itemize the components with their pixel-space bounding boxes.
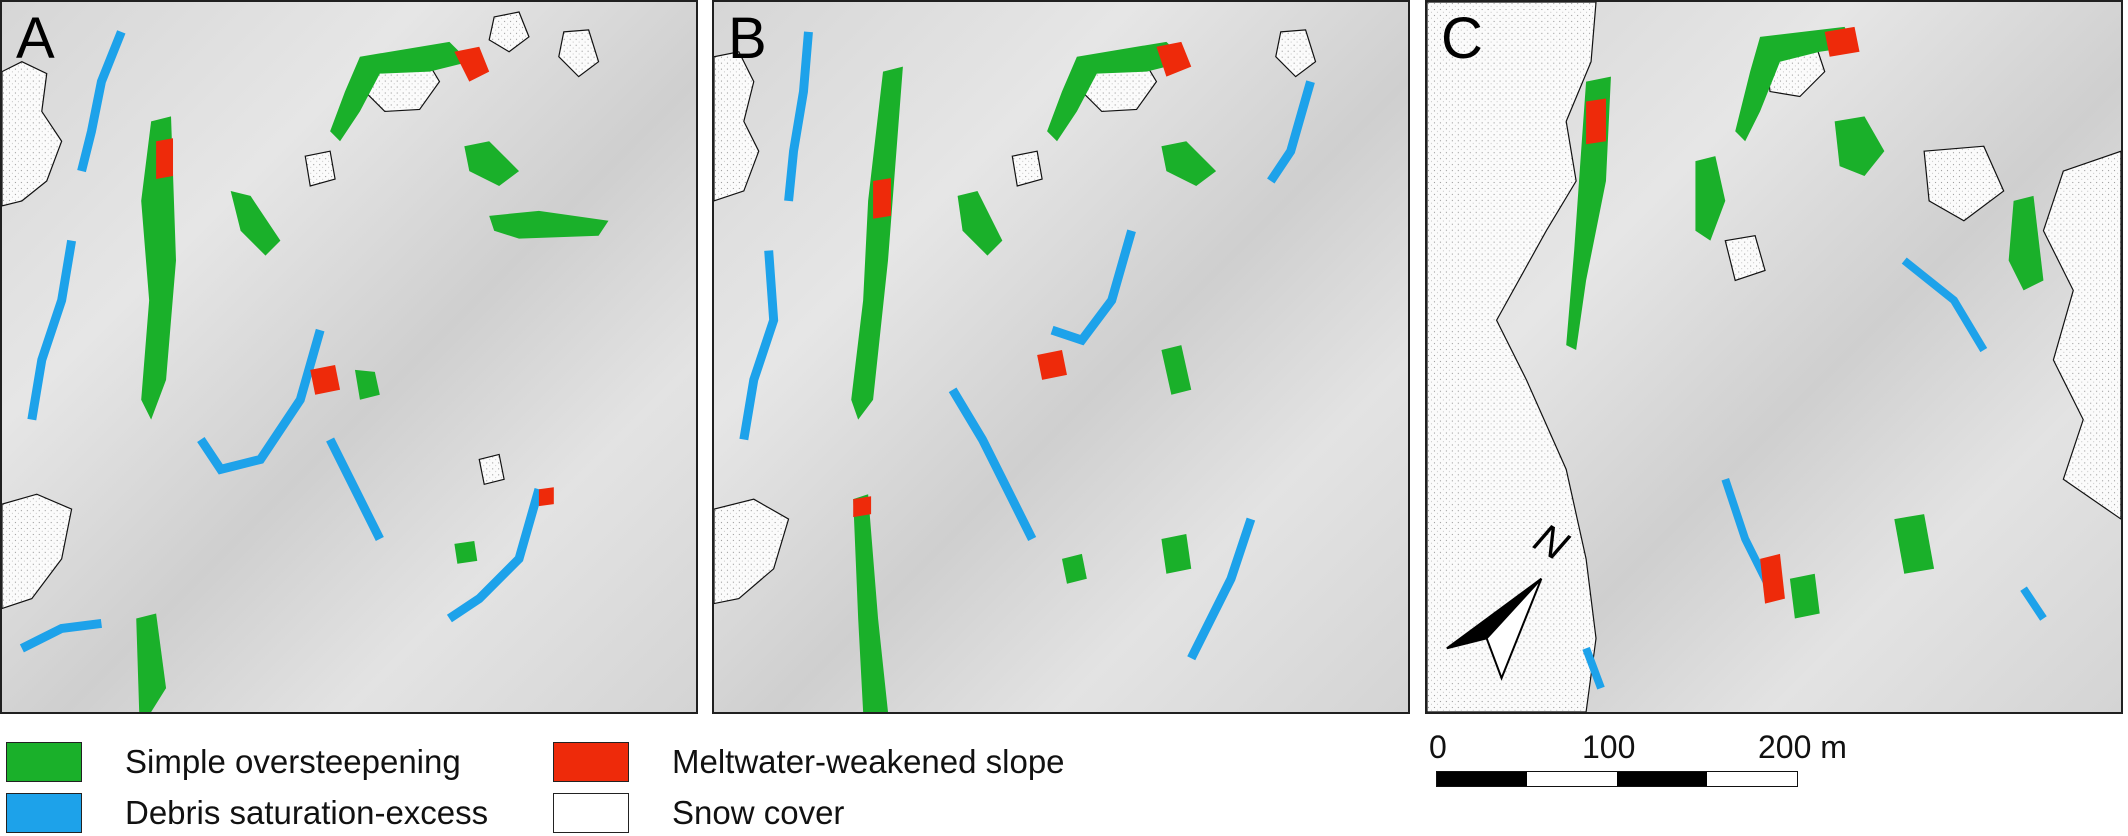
oversteepening-zone [1789,573,1820,619]
snow-patch [478,453,505,485]
oversteepening-zone [1834,116,1885,177]
oversteepening-zone [2008,195,2044,291]
map-canvas-a [2,11,609,712]
oversteepening-zone [330,41,470,142]
oversteepening-zone [136,613,167,712]
snow-patch [304,150,336,187]
legend-label: Simple oversteepening [125,743,461,780]
snow-patch [1724,235,1766,282]
panel-label-a: A [16,6,55,71]
scale-bar-segment [1527,772,1617,786]
snow-patch [558,29,600,78]
oversteepening-zone [489,210,609,239]
oversteepening-zone [851,66,903,420]
snow-patch [1275,29,1317,78]
scale-bar-segment [1707,772,1797,786]
scale-tick-0: 0 [1429,729,1447,765]
snow-field [2042,150,2121,520]
meltwater-zone [538,487,554,507]
meltwater-zone [1037,350,1067,380]
meltwater-zone [1824,26,1860,57]
snow-patch [1923,145,2005,222]
legend-item-snow: Snow cover [553,793,844,833]
legend-label: Debris saturation-excess [125,794,489,831]
oversteepening-zone [354,369,380,400]
scale-bar-segment [1617,772,1707,786]
scale-bar [1436,771,1798,787]
legend-swatch-saturation [6,793,82,833]
meltwater-zone [873,178,891,219]
panel-label-b: B [728,6,767,71]
oversteepening-zone [1735,26,1855,142]
meltwater-zone [1760,553,1785,604]
oversteepening-zone [1566,76,1611,351]
legend-swatch-snow [553,793,629,833]
meltwater-zone [310,364,341,395]
legend-swatch-meltwater [553,742,629,782]
map-panel-a: A [0,0,698,714]
oversteepening-zone [141,116,176,420]
meltwater-zone [1586,98,1606,145]
saturation-zone [1582,257,2047,690]
legend-label: Snow cover [672,794,845,831]
oversteepening-zone [454,540,478,564]
map-canvas-b [714,29,1317,712]
meltwater-zone [454,46,490,82]
oversteepening-zone [853,494,888,712]
saturation-zone [739,31,1315,661]
snow-patch [1011,150,1043,187]
oversteepening-zone [1161,345,1192,395]
snow-patch [714,498,790,605]
oversteepening-zone [1894,514,1935,574]
scale-tick-200: 200 m [1758,729,1847,765]
oversteepening-zone [1161,141,1217,186]
snow-patch [2,61,63,207]
legend-item-meltwater: Meltwater-weakened slope [553,742,1065,782]
legend-swatch-oversteepening [6,742,82,782]
snow-patch [2,493,73,610]
map-panel-c: N C [1425,0,2123,714]
snow-patch [714,51,760,202]
oversteepening-zone [1161,533,1192,574]
map-canvas-c: N [1427,2,2121,712]
legend-label: Meltwater-weakened slope [672,743,1065,780]
oversteepening-zone [1695,156,1726,241]
oversteepening-zone [1047,41,1187,142]
snow-patch [488,11,530,53]
scale-bar-segment [1437,772,1527,786]
snow-field [1427,2,1597,712]
legend-item-oversteepening: Simple oversteepening [6,742,461,782]
panel-label-c: C [1441,6,1483,71]
scale-tick-100: 100 [1582,729,1636,765]
oversteepening-zone [230,190,281,256]
meltwater-zone [853,496,872,518]
oversteepening-zone [464,141,520,186]
map-panel-b: B [712,0,1410,714]
saturation-zone [19,30,544,653]
legend-item-saturation: Debris saturation-excess [6,793,488,833]
oversteepening-zone [1061,553,1087,584]
oversteepening-zone [957,190,1003,256]
meltwater-zone [1156,41,1192,77]
meltwater-zone [156,138,174,180]
